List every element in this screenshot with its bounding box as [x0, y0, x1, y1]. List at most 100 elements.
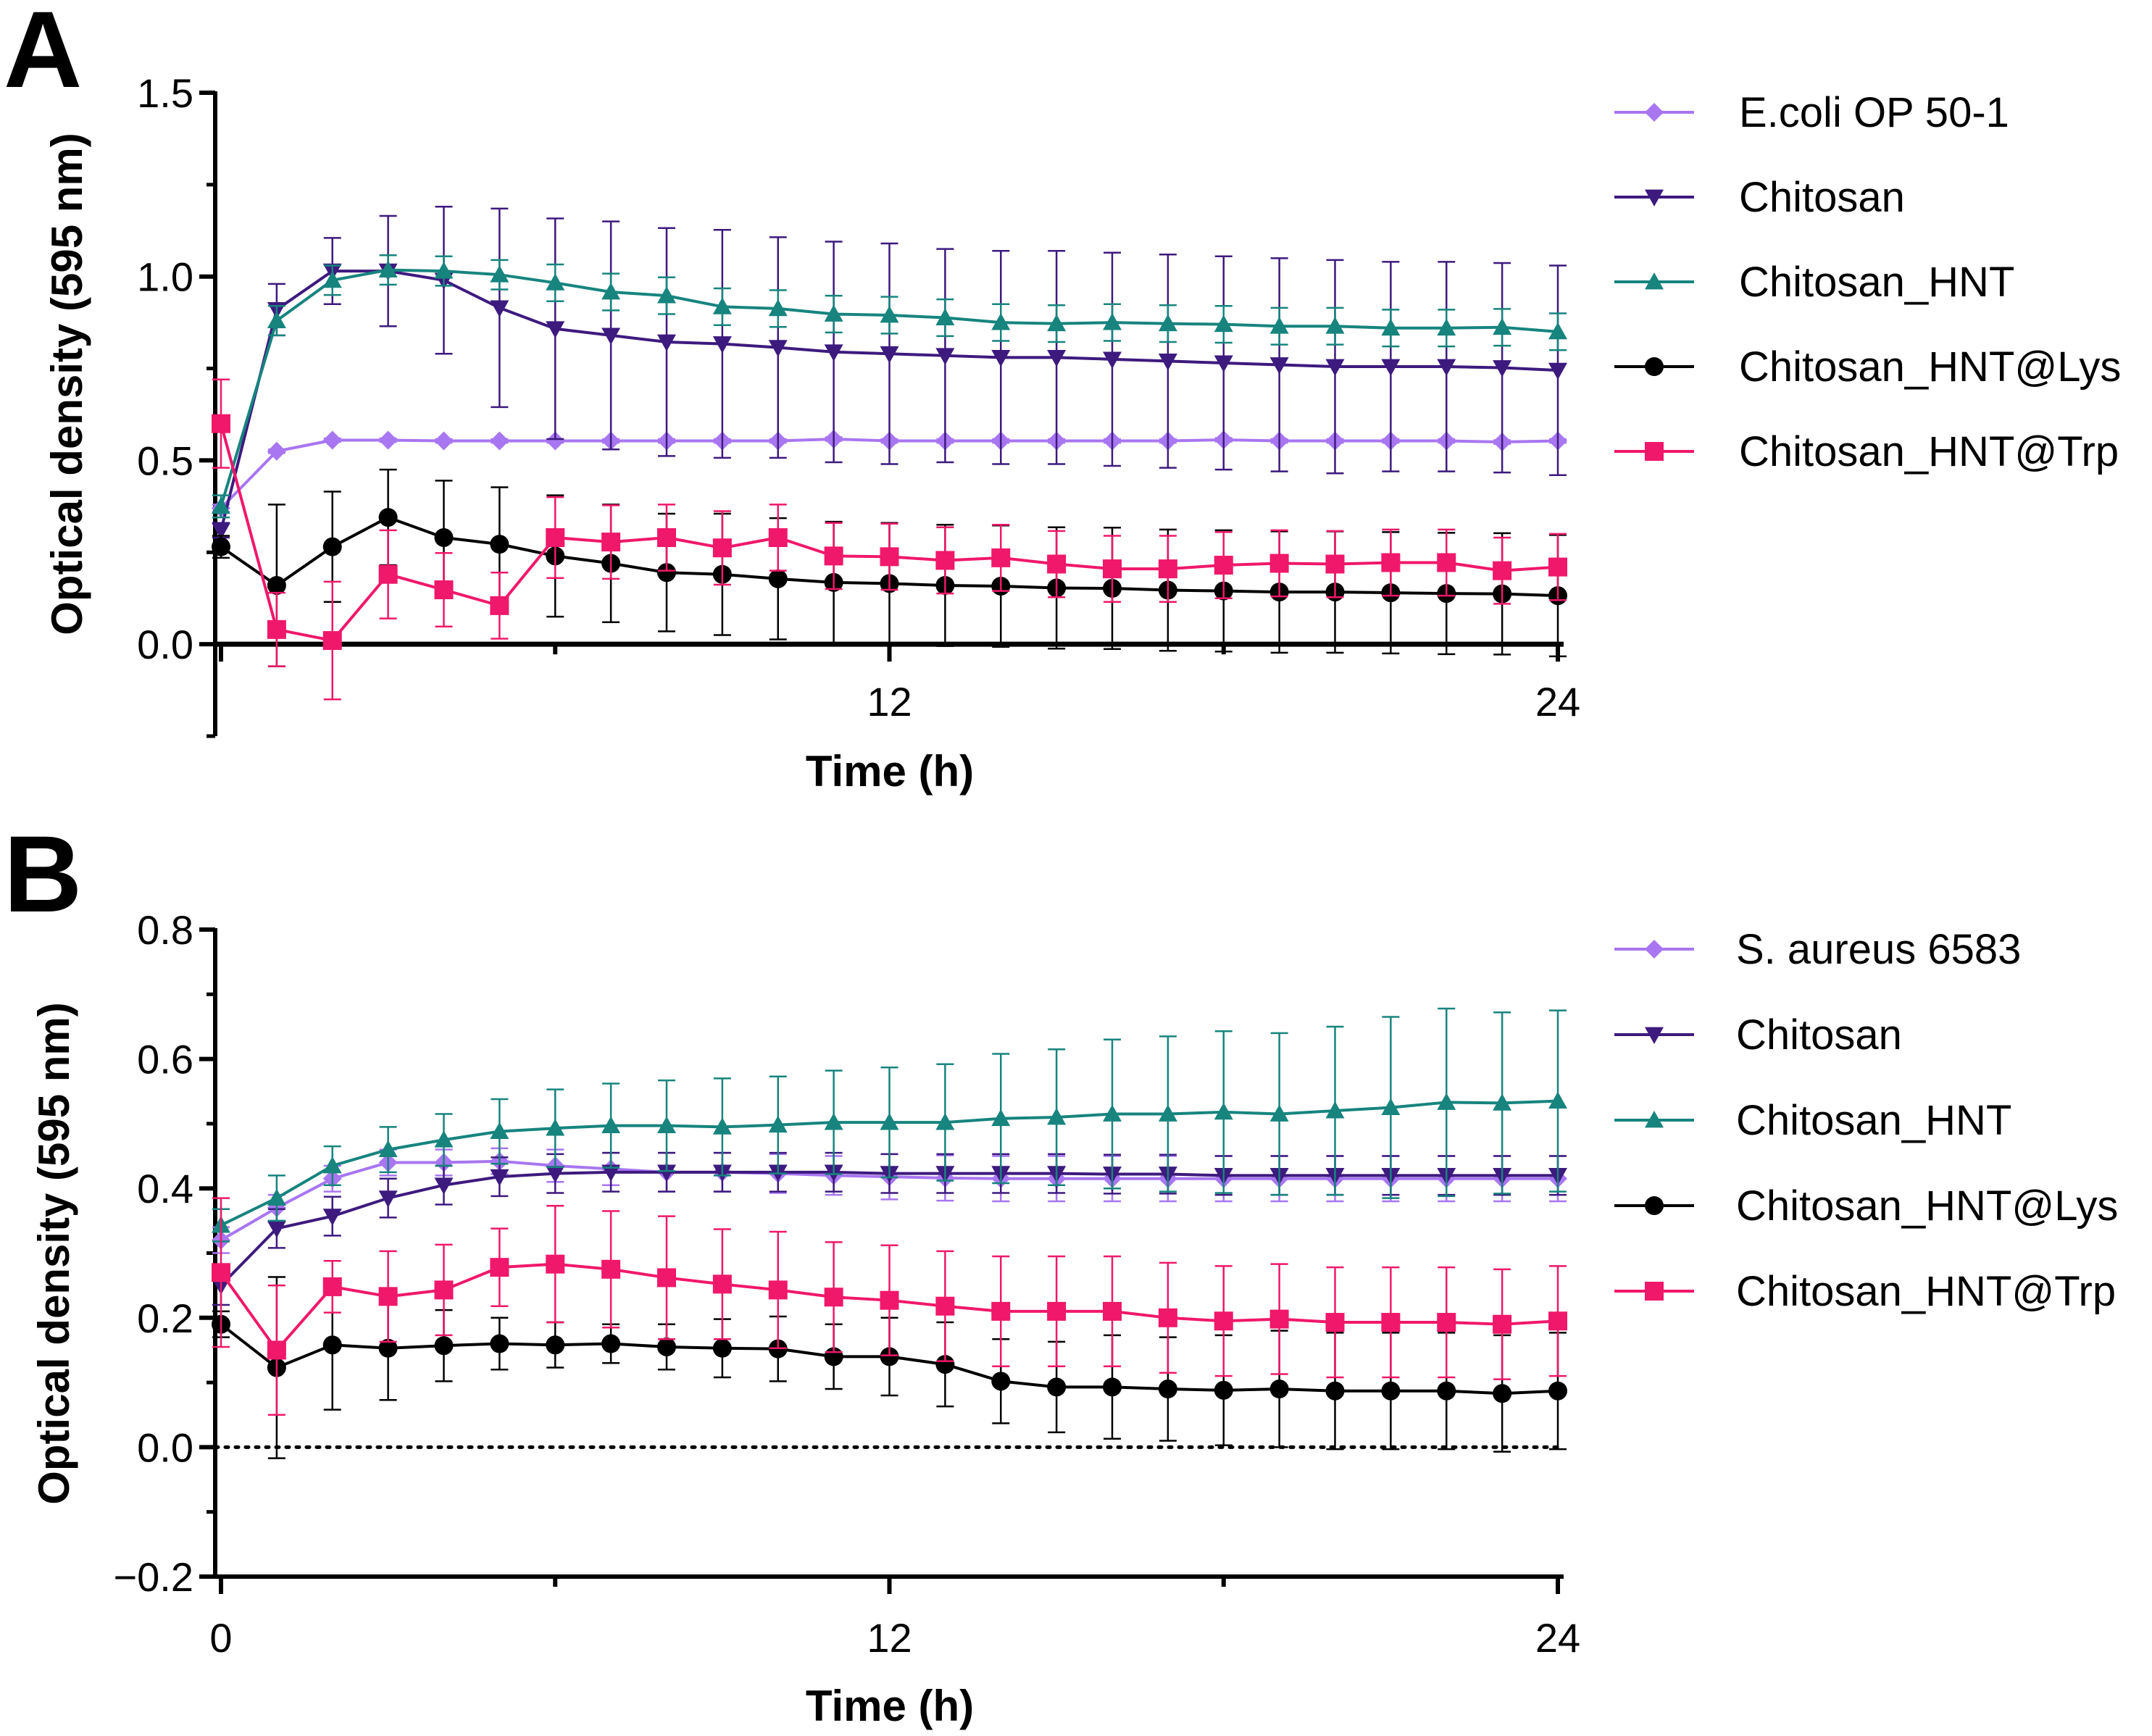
- data-point: [322, 1156, 342, 1174]
- data-point: [1381, 1381, 1401, 1401]
- data-point: [378, 1190, 398, 1208]
- legend-label: Chitosan_HNT@Lys: [1736, 1182, 2118, 1230]
- data-point: [1047, 314, 1067, 332]
- data-point: [657, 334, 676, 352]
- data-point: [1047, 349, 1067, 367]
- panel-a-y-tick-label: 0.0: [137, 622, 193, 667]
- data-point: [1437, 553, 1456, 572]
- data-point: [935, 1296, 955, 1316]
- data-point: [378, 1287, 398, 1306]
- data-point: [1381, 553, 1401, 572]
- data-point: [880, 346, 899, 364]
- data-point: [378, 1338, 398, 1358]
- panel-b-series-chitosan-hnt-trp: [212, 1197, 1567, 1416]
- data-point: [434, 431, 454, 451]
- legend-marker: [1645, 272, 1664, 290]
- panel-b-series-chitosan-hnt: [212, 1007, 1567, 1243]
- data-point: [1269, 1309, 1289, 1329]
- data-point: [546, 1166, 565, 1183]
- data-point: [1493, 1314, 1512, 1334]
- legend-label: E.coli OP 50-1: [1739, 89, 2009, 136]
- data-point: [991, 349, 1011, 367]
- legend-item-strain: E.coli OP 50-1: [1614, 89, 2009, 136]
- data-point: [490, 431, 509, 451]
- data-point: [212, 537, 230, 556]
- data-point: [322, 270, 342, 288]
- data-point: [1493, 317, 1512, 335]
- data-point: [1103, 1301, 1122, 1321]
- data-point: [434, 1130, 454, 1148]
- data-point: [601, 533, 621, 552]
- data-point: [267, 1221, 286, 1238]
- data-point: [1158, 354, 1177, 371]
- data-point: [322, 1335, 342, 1355]
- data-point: [1493, 1384, 1512, 1403]
- data-point: [490, 300, 509, 317]
- legend-label: S. aureus 6583: [1736, 926, 2021, 973]
- legend-label: Chitosan_HNT@Trp: [1736, 1268, 2116, 1315]
- legend-label: Chitosan_HNT: [1739, 259, 2014, 306]
- data-point: [657, 1116, 676, 1133]
- data-point: [1103, 1377, 1122, 1397]
- panel-b-plot: −0.2 0.0 0.2 0.4 0.6 0.8 0 12 24: [113, 907, 1580, 1661]
- panel-a: A 0.0 0.5 1.0 1.5 12 24 Optical density (595 …: [4, 0, 2121, 796]
- data-point: [434, 580, 454, 600]
- panel-a-series-chitosan-hnt-trp: [212, 378, 1567, 701]
- legend-marker: [1645, 1196, 1664, 1215]
- panel-b-legend: S. aureus 6583 Chitosan Chitosan_HNT Chitos…: [1614, 926, 2118, 1315]
- data-point: [880, 305, 899, 323]
- data-point: [378, 1140, 398, 1158]
- data-point: [1325, 359, 1345, 377]
- data-point: [322, 430, 342, 450]
- data-point: [212, 522, 230, 540]
- data-point: [657, 286, 676, 304]
- data-point: [824, 1288, 843, 1307]
- panel-a-y-axis-title: Optical density (595 nm): [43, 133, 91, 635]
- legend-marker: [1645, 1111, 1664, 1128]
- data-point: [712, 1274, 732, 1294]
- data-point: [1325, 554, 1345, 574]
- data-point: [601, 327, 621, 345]
- data-point: [1269, 357, 1289, 375]
- legend-marker: [1645, 940, 1664, 959]
- data-point: [768, 569, 788, 588]
- data-point: [1437, 318, 1456, 336]
- data-point: [824, 304, 843, 322]
- data-point: [378, 508, 398, 527]
- data-point: [322, 1277, 342, 1296]
- data-point: [1548, 1311, 1567, 1331]
- data-point: [1158, 1308, 1177, 1327]
- panel-b-y-tick-label: 0.4: [137, 1166, 193, 1211]
- data-point: [1047, 1107, 1067, 1125]
- data-point: [1047, 1377, 1067, 1397]
- data-point: [267, 619, 286, 639]
- data-point: [546, 273, 565, 291]
- data-point: [880, 547, 899, 567]
- data-point: [1214, 556, 1233, 575]
- panel-a-y-tick-label: 0.5: [137, 438, 193, 483]
- data-point: [768, 299, 788, 317]
- legend-marker: [1645, 357, 1664, 376]
- data-point: [1158, 1380, 1177, 1399]
- panel-a-plot: 0.0 0.5 1.0 1.5 12 24: [137, 70, 1580, 738]
- data-point: [1158, 1104, 1177, 1122]
- data-point: [546, 431, 565, 451]
- data-point: [768, 1115, 788, 1133]
- legend-item-chitosan-hnt-trp: Chitosan_HNT@Trp: [1614, 1268, 2116, 1315]
- data-point: [601, 283, 621, 300]
- data-point: [935, 551, 955, 570]
- data-point: [434, 527, 454, 547]
- data-point: [434, 262, 454, 279]
- legend-marker: [1645, 1282, 1664, 1301]
- data-point: [1269, 1380, 1289, 1399]
- data-point: [546, 1119, 565, 1136]
- data-point: [768, 1280, 788, 1300]
- panel-b-y-tick-label: 0.0: [137, 1424, 193, 1470]
- panel-a-x-tick-label: 24: [1535, 679, 1580, 725]
- data-point: [212, 414, 230, 433]
- data-point: [1437, 1313, 1456, 1332]
- data-point: [434, 1336, 454, 1356]
- legend-marker: [1645, 189, 1664, 206]
- data-point: [991, 313, 1011, 330]
- panel-a-letter: A: [4, 0, 82, 110]
